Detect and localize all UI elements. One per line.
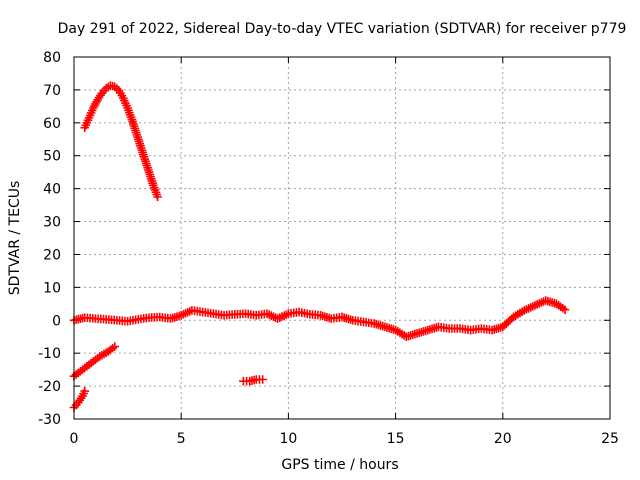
y-tick-label: 40: [43, 182, 61, 198]
y-tick-label: 50: [43, 149, 61, 165]
y-tick-label: 20: [43, 247, 61, 263]
series-mid-small-cluster: [239, 375, 267, 386]
y-tick-label: 10: [43, 280, 61, 296]
y-tick-label: 30: [43, 215, 61, 231]
y-tick-label: 80: [43, 50, 61, 66]
series-high-arc: [80, 81, 162, 202]
data-point: [258, 375, 267, 384]
axis-tick-labels: 0 5 10 15 20 25 -30 -20 -10 0 10 20 30 40 50 60 70 80: [38, 50, 619, 447]
y-tick-label: -30: [38, 412, 61, 428]
series-lower-left-rising: [69, 342, 120, 381]
x-tick-label: 20: [494, 431, 512, 447]
y-tick-label: 60: [43, 116, 61, 132]
plot-frame: [73, 56, 611, 420]
series-main-band: [69, 296, 570, 342]
y-tick-label: 70: [43, 83, 61, 99]
x-tick-label: 10: [279, 431, 297, 447]
x-axis-title: GPS time / hours: [281, 457, 398, 473]
y-tick-label: -20: [38, 379, 61, 395]
x-tick-label: 25: [601, 431, 619, 447]
series-bottom-left-short: [69, 386, 90, 412]
chart-title: Day 291 of 2022, Sidereal Day-to-day VTE…: [58, 21, 627, 37]
axis-ticks: [73, 56, 611, 420]
x-tick-label: 5: [177, 431, 186, 447]
data-point: [80, 386, 90, 396]
x-tick-label: 15: [387, 431, 405, 447]
data-point: [110, 342, 120, 351]
y-tick-label: -10: [38, 346, 61, 362]
x-tick-label: 0: [70, 431, 79, 447]
data-point: [153, 192, 162, 202]
data-points: [69, 81, 570, 412]
data-point: [560, 305, 570, 315]
y-axis-title: SDTVAR / TECUs: [7, 181, 23, 296]
y-tick-label: 0: [52, 313, 61, 329]
grid: [74, 57, 610, 419]
